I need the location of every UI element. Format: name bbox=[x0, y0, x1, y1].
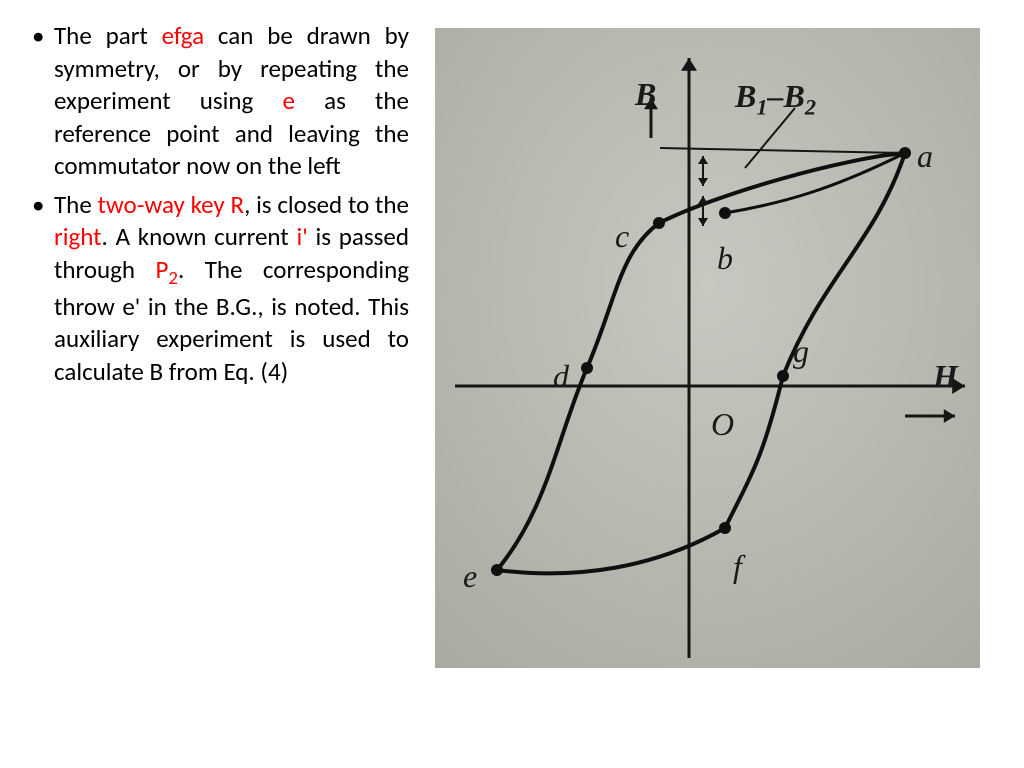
highlight-text: P2 bbox=[156, 254, 178, 285]
figure-label-e: e bbox=[463, 558, 477, 595]
subscript: 2 bbox=[168, 267, 178, 290]
highlight-text: e bbox=[283, 85, 295, 116]
figure-label-f: f bbox=[733, 548, 742, 585]
text-column: The part efga can be drawn by symmetry, … bbox=[24, 20, 419, 748]
highlight-text: right bbox=[54, 221, 102, 252]
body-text: , is closed to the bbox=[244, 189, 409, 220]
figure-label-a: a bbox=[917, 138, 933, 175]
body-text: The bbox=[54, 189, 98, 220]
figure-label-B1B2: B1–B2 bbox=[735, 78, 816, 120]
body-text: . A known current bbox=[102, 221, 297, 252]
highlight-text: i' bbox=[296, 221, 307, 252]
figure-label-d: d bbox=[553, 358, 569, 395]
slide-root: The part efga can be drawn by symmetry, … bbox=[0, 0, 1024, 768]
bullet-item: The two-way key R, is closed to the righ… bbox=[24, 189, 409, 389]
figure-label-B: B bbox=[635, 76, 656, 113]
hysteresis-figure: B B1–B2 H Oa b c d e f g bbox=[435, 28, 980, 668]
figure-label-H: H bbox=[933, 358, 958, 395]
bullet-list: The part efga can be drawn by symmetry, … bbox=[24, 20, 409, 388]
body-text: The part bbox=[54, 20, 162, 51]
bullet-item: The part efga can be drawn by symmetry, … bbox=[24, 20, 409, 183]
figure-label-g: g bbox=[793, 333, 809, 370]
figure-label-O: O bbox=[711, 406, 734, 443]
figure-label-b: b bbox=[717, 240, 733, 277]
highlight-text: two-way key R bbox=[98, 189, 245, 220]
figure-svg bbox=[435, 28, 980, 668]
highlight-text: efga bbox=[162, 20, 204, 51]
figure-column: B B1–B2 H Oa b c d e f g bbox=[419, 20, 996, 748]
figure-label-c: c bbox=[615, 218, 629, 255]
